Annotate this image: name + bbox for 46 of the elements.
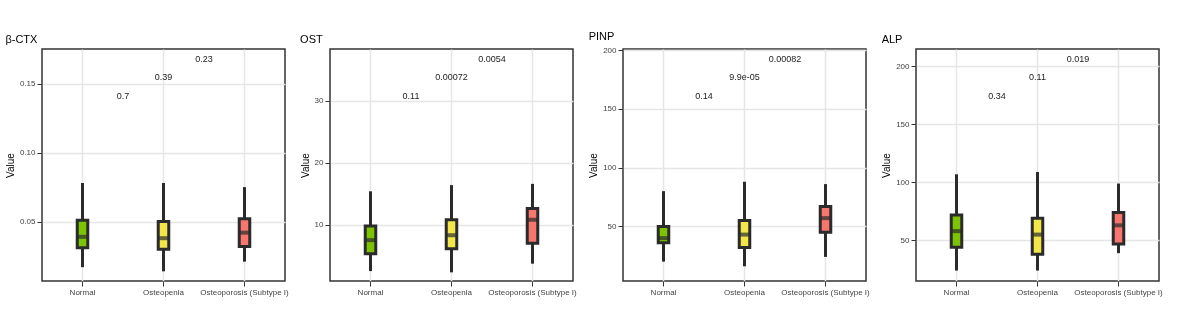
x-tick-label: Osteopenia xyxy=(1017,287,1059,297)
y-tick-label: 150 xyxy=(896,119,911,129)
annotation: 0.019 xyxy=(1066,53,1090,64)
annotation: 9.9e-05 xyxy=(729,72,760,83)
annotation: 0.39 xyxy=(154,72,173,83)
y-tick-label: 20 xyxy=(314,158,325,168)
y-tick-label: 200 xyxy=(603,45,618,55)
x-tick-label: Osteoporosis (Subtype I) xyxy=(488,287,578,297)
y-tick-label: 150 xyxy=(603,104,618,114)
x-tick-label: Osteopenia xyxy=(431,287,473,297)
y-tick-label: 0.10 xyxy=(19,148,37,158)
y-tick-label: 100 xyxy=(896,177,911,187)
y-tick-label: 30 xyxy=(314,96,325,106)
x-tick-label: Normal xyxy=(69,287,96,297)
annotation: 0.11 xyxy=(402,90,420,101)
y-tick-label: 200 xyxy=(896,61,911,71)
y-tick-label: 50 xyxy=(607,221,618,231)
annotation: 0.11 xyxy=(1029,72,1046,83)
annotation: 0.34 xyxy=(988,90,1006,101)
y-axis-title: Value xyxy=(4,152,16,178)
annotation: 0.23 xyxy=(195,53,213,64)
x-tick-label: Osteoporosis (Subtype I) xyxy=(1074,287,1164,297)
annotation: 0.7 xyxy=(116,90,130,101)
x-tick-label: Osteopenia xyxy=(724,287,766,297)
annotation: 0.0054 xyxy=(478,53,506,64)
x-tick-label: Osteoporosis (Subtype I) xyxy=(200,287,290,297)
chart-title: β-CTX xyxy=(5,33,39,45)
y-tick-label: 10 xyxy=(314,220,325,230)
x-tick-label: Normal xyxy=(650,287,677,297)
annotation: 0.00072 xyxy=(435,72,468,83)
chart-title: OST xyxy=(300,33,323,45)
y-axis-title: Value xyxy=(881,152,893,178)
x-tick-label: Normal xyxy=(357,287,384,297)
y-tick-label: 50 xyxy=(900,235,911,245)
y-axis-title: Value xyxy=(588,152,600,178)
chart-title: PINP xyxy=(588,30,615,43)
y-axis-title: Value xyxy=(299,152,311,178)
annotation: 0.14 xyxy=(695,90,713,101)
x-tick-label: Osteopenia xyxy=(143,287,185,297)
y-tick-label: 100 xyxy=(603,163,618,173)
annotation: 0.00082 xyxy=(768,53,802,64)
y-tick-label: 0.05 xyxy=(19,217,37,227)
x-tick-label: Normal xyxy=(943,287,970,297)
x-tick-label: Osteoporosis (Subtype I) xyxy=(781,287,871,297)
chart-title: ALP xyxy=(881,33,903,45)
y-tick-label: 0.15 xyxy=(19,79,37,89)
